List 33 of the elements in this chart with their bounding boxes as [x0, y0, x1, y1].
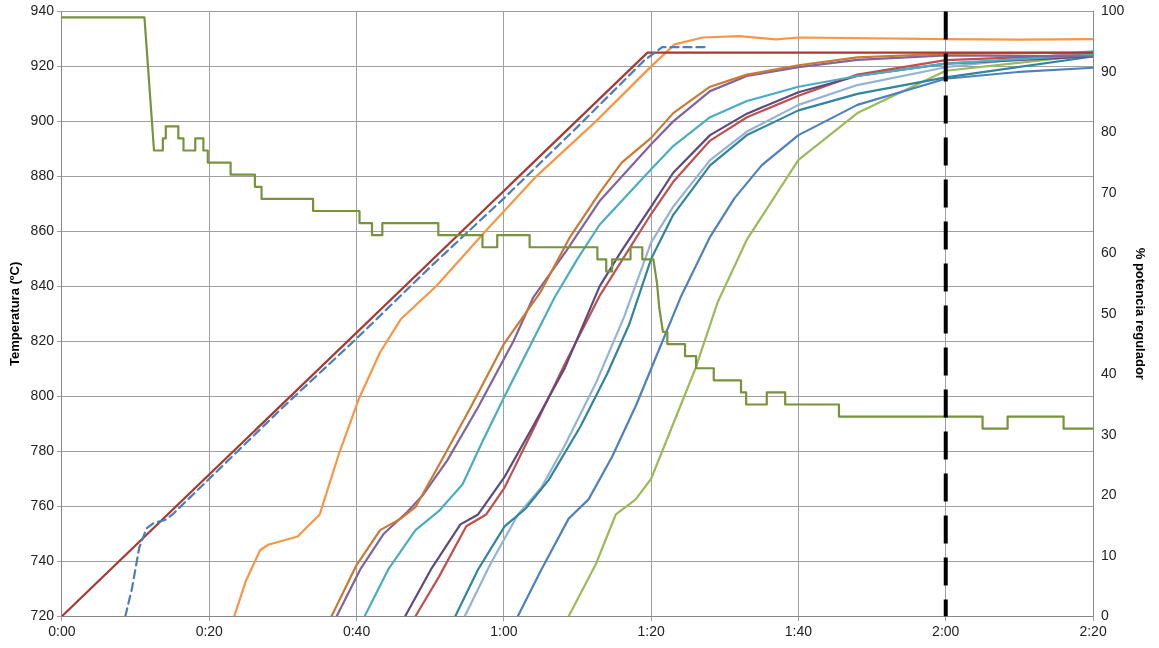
y2-tick-label: 40 [1101, 365, 1117, 382]
x-tick-label: 2:20 [1079, 623, 1107, 640]
y2-tick-label: 10 [1101, 546, 1117, 563]
x-tick-label: 0:20 [195, 623, 224, 640]
y2-tick-label: 60 [1101, 244, 1117, 261]
x-tick-label: 1:00 [490, 623, 518, 640]
x-tick-label: 0:00 [48, 623, 76, 640]
x-tick-label: 2:00 [932, 623, 960, 640]
y2-tick-label: 70 [1101, 183, 1117, 200]
y-tick-label: 940 [30, 2, 55, 19]
y-tick-label: 820 [30, 332, 55, 349]
y-tick-label: 740 [30, 552, 55, 569]
y-tick-label: 860 [30, 222, 55, 239]
y-tick-label: 760 [30, 497, 55, 514]
y2-tick-label: 0 [1101, 607, 1110, 624]
y2-tick-label: 50 [1101, 304, 1117, 321]
y2-tick-label: 80 [1101, 123, 1117, 140]
y-tick-label: 920 [30, 57, 55, 74]
y2-axis-title: % potencia regulador [1132, 247, 1148, 380]
y2-tick-label: 30 [1101, 425, 1117, 442]
y-tick-label: 840 [30, 277, 55, 294]
y2-tick-label: 90 [1101, 62, 1117, 79]
x-tick-label: 1:20 [637, 623, 665, 640]
y-tick-label: 880 [30, 167, 55, 184]
y2-tick-label: 20 [1101, 486, 1117, 503]
y-tick-label: 780 [30, 442, 55, 459]
y-tick-label: 900 [30, 112, 55, 129]
x-tick-label: 1:40 [784, 623, 813, 640]
x-tick-label: 0:40 [342, 623, 371, 640]
y-tick-label: 720 [30, 607, 55, 624]
y-tick-label: 800 [30, 387, 55, 404]
y2-tick-label: 100 [1101, 2, 1125, 19]
y-axis-title: Temperatura (ºC) [7, 261, 23, 366]
